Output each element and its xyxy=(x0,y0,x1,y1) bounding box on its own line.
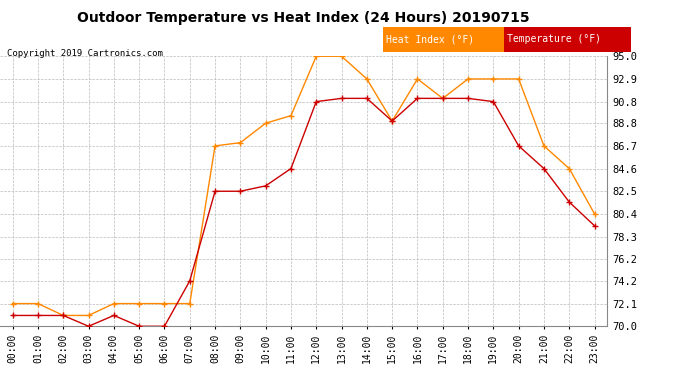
Text: Outdoor Temperature vs Heat Index (24 Hours) 20190715: Outdoor Temperature vs Heat Index (24 Ho… xyxy=(77,11,530,25)
Text: Copyright 2019 Cartronics.com: Copyright 2019 Cartronics.com xyxy=(7,49,163,58)
Text: Heat Index (°F): Heat Index (°F) xyxy=(386,34,475,44)
Text: Temperature (°F): Temperature (°F) xyxy=(507,34,601,44)
